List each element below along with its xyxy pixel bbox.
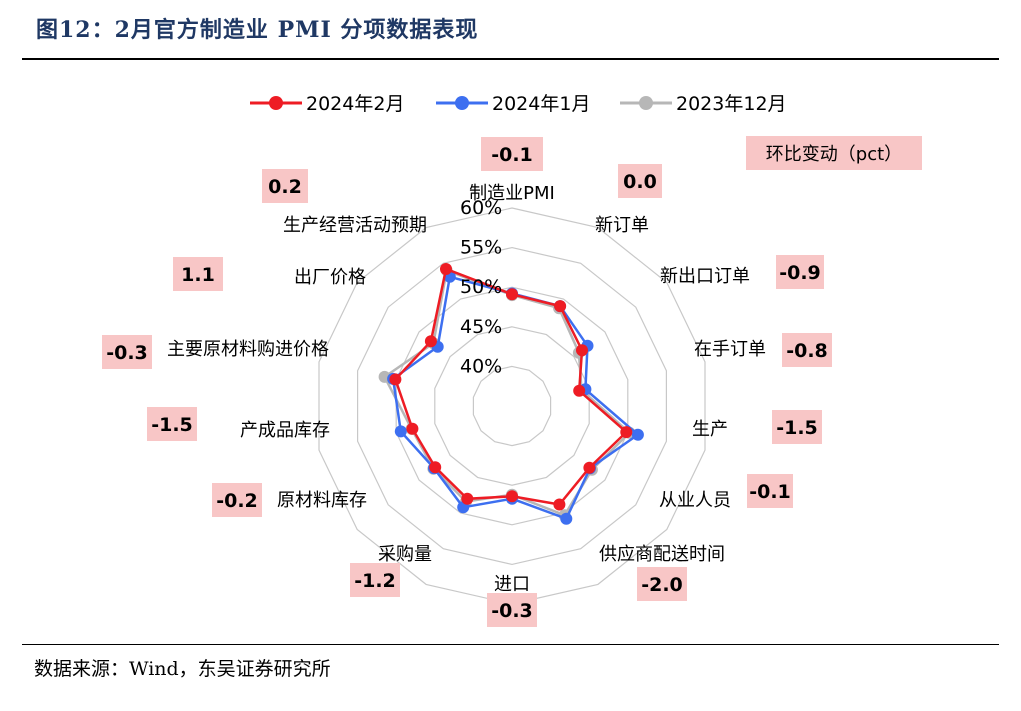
legend-marker-0: [269, 96, 283, 110]
mom-value-9: -0.2: [216, 490, 258, 512]
category-label-3: 在手订单: [694, 339, 766, 360]
category-label-12: 出厂价格: [294, 267, 366, 288]
series-1-point-6: [560, 512, 573, 525]
series-0-point-6: [553, 498, 566, 511]
mom-header-box: [746, 136, 922, 170]
mom-header: 环比变动（pct）: [766, 144, 902, 165]
mom-box-0: [481, 137, 543, 171]
legend-marker-2: [639, 96, 653, 110]
series-0-point-7: [506, 490, 518, 503]
legend-label-2: 2023年12月: [676, 93, 787, 115]
series-0-point-9: [429, 461, 442, 474]
category-label-13: 生产经营活动预期: [283, 215, 427, 236]
category-label-7: 进口: [494, 574, 530, 595]
category-label-9: 原材料库存: [277, 490, 367, 511]
mom-box-13: [262, 169, 308, 203]
mom-box-1: [618, 164, 662, 198]
category-label-5: 从业人员: [659, 490, 731, 511]
radial-tick-labels: 40% 45% 50% 55% 60%: [460, 197, 502, 377]
mom-change-labels: -0.1 0.0 -0.9 -0.8 -1.5 -0.1 -2.0 -0.3 -1.2 -0.2 -…: [102, 136, 922, 627]
mom-value-1: 0.0: [623, 171, 657, 193]
series-0-point-11: [389, 373, 402, 386]
legend-label-1: 2024年1月: [492, 93, 590, 115]
series-0-point-0: [506, 288, 518, 301]
category-label-8: 采购量: [378, 544, 432, 565]
mom-value-8: -1.2: [354, 570, 396, 592]
chart-legend: 2024年2月 2024年1月 2023年12月: [250, 93, 787, 115]
grid-ring-55: [357, 246, 668, 566]
mom-box-11: [102, 335, 152, 369]
category-label-11: 主要原材料购进价格: [167, 339, 329, 360]
series-0-point-8: [461, 492, 474, 505]
series-1-point-10: [394, 425, 407, 438]
mom-box-5: [747, 474, 793, 508]
mom-value-12: 1.1: [181, 264, 215, 286]
mom-box-3: [782, 333, 832, 367]
mom-value-11: -0.3: [106, 342, 148, 364]
category-label-10: 产成品库存: [240, 420, 330, 441]
mom-value-4: -1.5: [776, 417, 818, 439]
series-0-point-4: [620, 426, 633, 439]
series-0-point-1: [554, 300, 567, 313]
radar-series: [378, 263, 644, 525]
mom-box-2: [776, 255, 824, 289]
grid-ring-50: [395, 286, 629, 526]
series-0-point-10: [406, 422, 419, 435]
category-label-1: 新订单: [595, 215, 649, 236]
tick-label-60: 60%: [460, 197, 502, 219]
mom-box-4: [772, 410, 822, 444]
mom-value-7: -0.3: [491, 600, 533, 622]
source-note: 数据来源：Wind，东吴证券研究所: [34, 658, 331, 680]
mom-box-8: [350, 563, 400, 597]
radar-chart: 2024年2月 2024年1月 2023年12月 40% 45% 50% 55% 60% 制…: [102, 93, 922, 627]
tick-label-50: 50%: [460, 276, 502, 298]
top-rule: [22, 58, 999, 60]
mom-value-6: -2.0: [641, 574, 683, 596]
mom-value-13: 0.2: [268, 176, 302, 198]
mom-value-5: -0.1: [749, 481, 791, 503]
mom-value-10: -1.5: [151, 414, 193, 436]
mom-box-10: [147, 407, 197, 441]
series-0-point-2: [576, 344, 588, 357]
series-line-2: [382, 268, 632, 517]
series-0-point-13: [440, 263, 452, 275]
mom-box-7: [487, 593, 537, 627]
series-0-point-5: [583, 461, 596, 474]
legend-label-0: 2024年2月: [306, 93, 404, 115]
category-label-6: 供应商配送时间: [599, 544, 725, 565]
legend-marker-1: [455, 96, 469, 110]
series-0-point-12: [424, 335, 437, 348]
grid-ring-40: [472, 365, 552, 447]
category-label-2: 新出口订单: [660, 266, 750, 287]
mom-value-2: -0.9: [779, 262, 821, 284]
tick-label-40: 40%: [460, 355, 502, 377]
tick-label-55: 55%: [460, 237, 502, 259]
mom-box-9: [212, 483, 262, 517]
mom-value-3: -0.8: [786, 340, 828, 362]
series-1-point-4: [631, 428, 644, 441]
grid-ring-45: [434, 326, 590, 486]
category-label-4: 生产: [692, 419, 728, 440]
mom-value-0: -0.1: [491, 144, 533, 166]
category-label-0: 制造业PMI: [469, 183, 555, 204]
figure-title: 图12：2月官方制造业 PMI 分项数据表现: [36, 17, 479, 43]
series-0-point-3: [573, 384, 586, 397]
mom-box-6: [637, 567, 687, 601]
tick-label-45: 45%: [460, 316, 502, 338]
mom-box-12: [173, 257, 223, 291]
bottom-rule: [22, 644, 999, 645]
